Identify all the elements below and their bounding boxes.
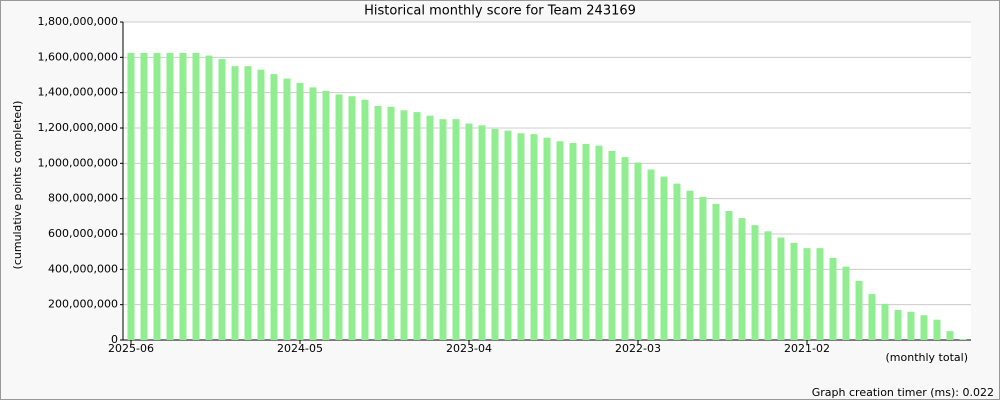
bar [569,143,577,340]
bar [166,52,174,341]
bar [712,203,720,340]
bar [179,52,187,341]
bar [374,105,382,341]
bar [881,303,889,340]
y-tick-label: 1,000,000,000 [38,156,118,169]
x-tick-label: 2022-03 [615,342,661,355]
bar [231,66,239,341]
bar [283,78,291,341]
bar [400,110,408,340]
bar [725,211,733,340]
bar [660,176,668,340]
x-tick-label: 2023-04 [446,342,492,355]
bar [907,311,915,340]
bar [530,134,538,340]
bar [257,69,265,340]
bar [959,339,967,340]
y-tick-label: 1,400,000,000 [38,86,118,99]
bar [933,319,941,340]
y-axis-label: (cumulative points completed) [11,101,24,270]
bar [556,141,564,340]
bar [855,280,863,340]
bar [686,190,694,340]
bar [426,115,434,340]
x-tick-label: 2025-06 [108,342,154,355]
bar [244,66,252,341]
bar [452,119,460,341]
bar [205,55,213,341]
y-tick-label: 1,800,000,000 [38,15,118,28]
bar [153,52,161,341]
bar [946,331,954,340]
bar [777,237,785,340]
bar [751,225,759,340]
bar [673,183,681,340]
y-tick-label: 200,000,000 [48,298,118,311]
bar [270,74,278,340]
bar [335,94,343,340]
bar [387,106,395,340]
bar [478,125,486,340]
x-tick-label: 2024-05 [277,342,323,355]
y-tick-label: 400,000,000 [48,262,118,275]
bar [621,157,629,340]
y-tick-label: 1,200,000,000 [38,121,118,134]
bar [218,59,226,340]
bar [491,128,499,340]
bar [413,112,421,340]
bar [192,52,200,341]
bar [465,123,473,340]
bar [790,242,798,340]
bar [803,248,811,340]
bar [361,99,369,340]
bar [322,90,330,341]
y-tick-label: 0 [111,333,118,346]
y-tick-label: 1,600,000,000 [38,50,118,63]
bar [738,218,746,340]
bar [647,169,655,340]
bar [296,82,304,340]
bar [543,137,551,340]
y-tick-label: 600,000,000 [48,227,118,240]
bar [816,248,824,340]
bar [140,52,148,341]
y-tick-label: 800,000,000 [48,192,118,205]
bar [439,119,447,341]
bar [517,133,525,340]
bar [309,87,317,340]
bar [595,145,603,340]
x-axis-label: (monthly total) [886,351,969,364]
bar [608,150,616,340]
bar [764,231,772,340]
bar [829,257,837,340]
chart-title: Historical monthly score for Team 243169 [364,4,636,19]
bar [127,52,135,341]
x-tick-label: 2021-02 [784,342,830,355]
bar [920,315,928,340]
bar [699,196,707,340]
bar [894,309,902,340]
bar [842,266,850,340]
bar [634,162,642,340]
bar [868,294,876,340]
bar [504,130,512,340]
bar [348,96,356,340]
bar [582,143,590,340]
footer: Graph creation timer (ms): 0.022 [812,386,994,399]
